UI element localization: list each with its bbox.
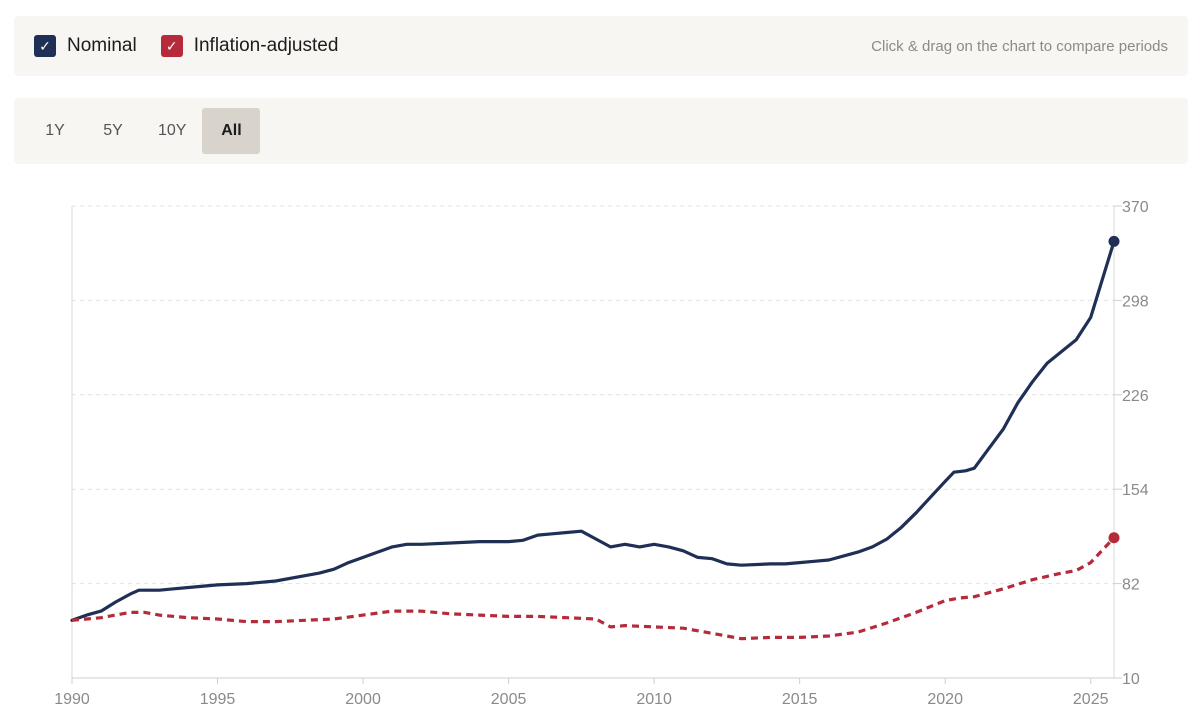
x-tick-label: 2005 (491, 691, 527, 708)
legend-bar: ✓ Nominal ✓ Inflation-adjusted Click & d… (14, 16, 1188, 76)
y-tick-label: 154 (1122, 482, 1149, 499)
chart-axes: 10 82 154 226 298 370 1990 1995 2000 2005 2010 2015… (54, 199, 1149, 708)
y-tick-label: 226 (1122, 388, 1149, 405)
y-tick-label: 298 (1122, 293, 1149, 310)
range-button-10y[interactable]: 10Y (158, 122, 187, 139)
line-chart[interactable]: 10 82 154 226 298 370 1990 1995 2000 2005 2010 2015… (0, 180, 1200, 722)
checkbox-inflation-adjusted[interactable]: ✓ (160, 35, 183, 57)
y-tick-label: 10 (1122, 671, 1140, 688)
series-line-inflation-adjusted (71, 536, 1116, 641)
x-tick-label: 2015 (782, 691, 818, 708)
x-tick-label: 2000 (345, 691, 381, 708)
x-tick-label: 2020 (927, 691, 963, 708)
x-tick-label: 1995 (200, 691, 236, 708)
range-selector: 1Y 5Y 10Y All (14, 98, 1188, 164)
range-button-all[interactable]: All (202, 108, 261, 154)
legend-label-nominal: Nominal (67, 35, 137, 56)
range-button-1y[interactable]: 1Y (45, 122, 65, 139)
legend-label-inflation-adjusted: Inflation-adjusted (193, 35, 339, 56)
x-tick-label: 2025 (1073, 691, 1109, 708)
range-button-5y[interactable]: 5Y (103, 122, 123, 139)
series-line-nominal (70, 239, 1116, 622)
y-tick-label: 82 (1122, 577, 1140, 594)
x-tick-label: 1990 (54, 691, 90, 708)
drag-compare-hint: Click & drag on the chart to compare per… (871, 37, 1168, 55)
chart-grid (72, 205, 1114, 585)
legend-item-nominal[interactable]: ✓ Nominal (34, 35, 137, 57)
y-tick-label: 370 (1122, 199, 1149, 216)
chart-series (70, 235, 1120, 641)
legend-item-inflation-adjusted[interactable]: ✓ Inflation-adjusted (160, 35, 339, 57)
series-end-point-nominal (1108, 235, 1120, 247)
checkbox-nominal[interactable]: ✓ (34, 35, 56, 57)
x-tick-label: 2010 (636, 691, 672, 708)
series-end-point-inflation-adjusted (1108, 532, 1120, 544)
